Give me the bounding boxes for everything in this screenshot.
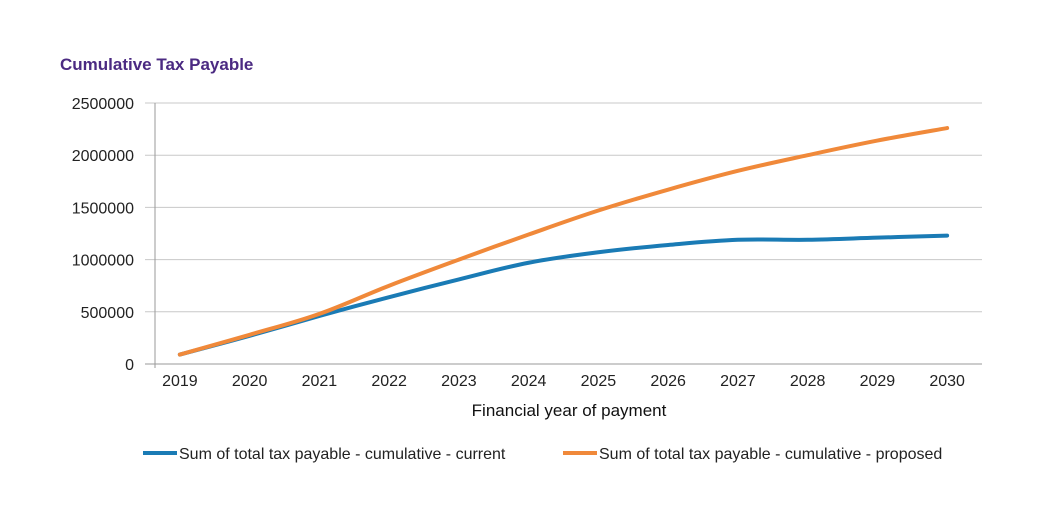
x-tick-label: 2028 [790, 373, 826, 390]
y-tick-label: 0 [125, 357, 134, 374]
gridlines [145, 102, 982, 365]
y-tick-label: 2000000 [72, 148, 134, 165]
chart-title: Cumulative Tax Payable [60, 55, 254, 74]
x-tick-label: 2022 [371, 373, 407, 390]
x-tick-label: 2030 [929, 373, 965, 390]
x-axis: 2019 2020 2021 2022 2023 2024 2025 2026 2027 2028… [162, 373, 965, 390]
x-tick-label: 2027 [720, 373, 756, 390]
x-tick-label: 2020 [232, 373, 268, 390]
x-tick-label: 2029 [860, 373, 896, 390]
x-tick-label: 2019 [162, 373, 198, 390]
series-line-current [177, 233, 950, 357]
y-tick-label: 500000 [81, 305, 134, 322]
series-line-proposed [177, 126, 950, 357]
x-tick-label: 2026 [650, 373, 686, 390]
legend-label: Sum of total tax payable - cumulative - … [599, 446, 942, 463]
x-tick-label: 2024 [511, 373, 547, 390]
y-tick-label: 1500000 [72, 200, 134, 217]
y-tick-label: 1000000 [72, 253, 134, 270]
legend: Sum of total tax payable - cumulative - … [143, 446, 942, 463]
legend-label: Sum of total tax payable - cumulative - … [179, 446, 506, 463]
x-tick-label: 2023 [441, 373, 477, 390]
series-lines [177, 126, 950, 357]
y-tick-label: 2500000 [72, 96, 134, 113]
x-axis-label: Financial year of payment [472, 401, 667, 420]
x-tick-label: 2025 [581, 373, 617, 390]
y-axis: 0 500000 1000000 1500000 2000000 2500000 [72, 96, 156, 374]
x-tick-label: 2021 [302, 373, 338, 390]
